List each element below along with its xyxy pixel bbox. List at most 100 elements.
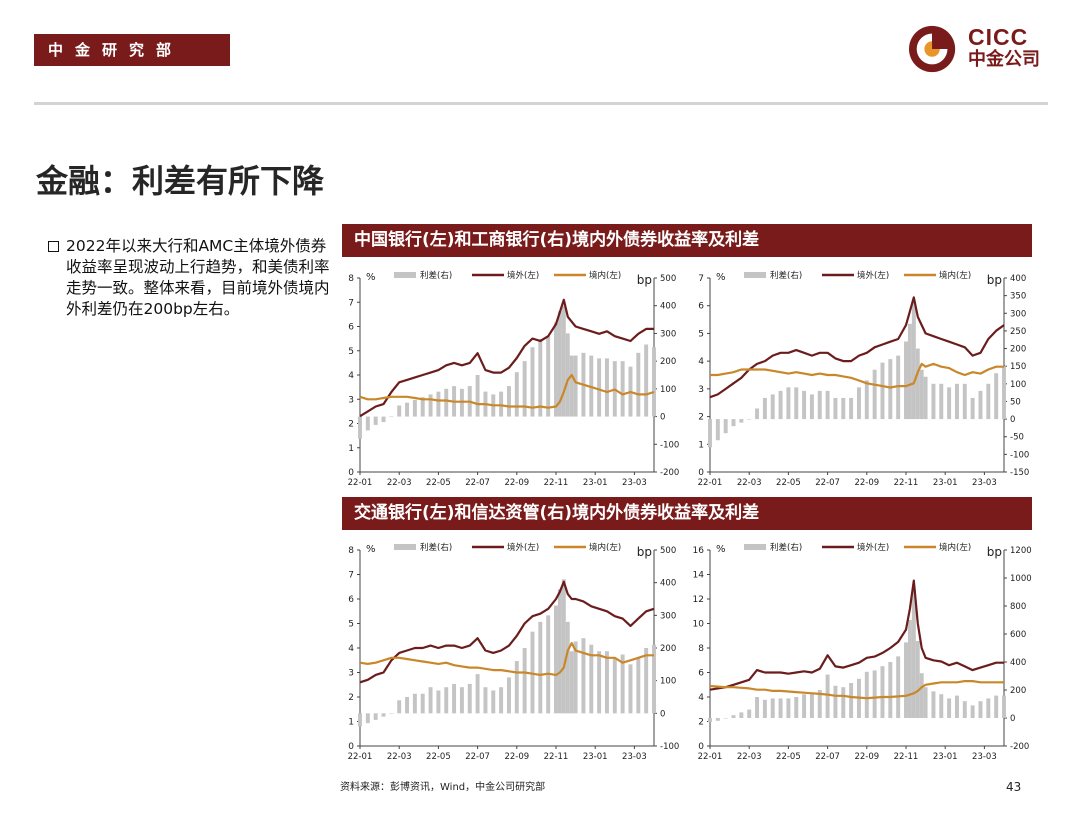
y-tick-label-right: 0 xyxy=(1010,415,1015,425)
spread-bar xyxy=(436,391,441,417)
spread-bar xyxy=(747,419,752,420)
x-tick-label: 22-03 xyxy=(737,478,762,488)
spread-bar xyxy=(565,621,570,714)
spread-bar xyxy=(636,352,641,417)
spread-bar xyxy=(962,383,967,420)
y-tick-label-right: 100 xyxy=(1010,380,1026,390)
spread-bar xyxy=(731,715,736,718)
legend-swatch-spread xyxy=(394,544,416,550)
spread-bar xyxy=(420,693,425,714)
spread-bar xyxy=(911,302,916,420)
spread-bar xyxy=(573,641,578,714)
y-tick-label-left: 4 xyxy=(698,693,704,703)
spread-bar xyxy=(888,359,893,420)
y-tick-label-left: 5 xyxy=(348,347,354,357)
bullet-square-icon xyxy=(48,241,59,252)
spread-bar xyxy=(412,399,417,417)
y-tick-label-right: -100 xyxy=(1010,450,1029,460)
y-unit-right: bp xyxy=(987,273,1002,287)
legend-label-spread: 利差(右) xyxy=(770,542,802,553)
spread-bar xyxy=(872,670,877,718)
spread-bar xyxy=(817,690,822,718)
x-tick-label: 23-01 xyxy=(933,478,958,488)
legend-label-offshore: 境外(左) xyxy=(857,542,889,553)
spread-bar xyxy=(436,690,441,714)
y-tick-label-left: 6 xyxy=(698,669,704,679)
spread-bar xyxy=(872,369,877,420)
y-tick-label-left: 1 xyxy=(698,440,704,450)
x-tick-label: 22-03 xyxy=(737,752,762,762)
x-tick-label: 22-01 xyxy=(698,752,723,762)
legend-label-spread: 利差(右) xyxy=(420,542,452,553)
source-note: 资料来源：彭博资讯，Wind，中金公司研究部 xyxy=(340,782,546,793)
spread-bar xyxy=(708,718,712,723)
spread-bar xyxy=(708,419,712,448)
spread-bar xyxy=(397,700,402,714)
y-unit-left: % xyxy=(366,544,376,555)
spread-bar xyxy=(841,687,846,718)
spread-bar xyxy=(652,347,656,417)
y-tick-label-left: 0 xyxy=(698,468,704,478)
y-tick-label-left: 0 xyxy=(698,742,704,752)
page-title: 金融：利差有所下降 xyxy=(36,162,325,200)
y-tick-label-right: 200 xyxy=(660,644,676,654)
legend-label-offshore: 境外(左) xyxy=(507,542,539,553)
spread-bar xyxy=(405,402,410,417)
legend-label-offshore: 境外(左) xyxy=(507,270,539,281)
x-tick-label: 22-07 xyxy=(815,752,840,762)
spread-bar xyxy=(412,693,417,714)
y-tick-label-right: 200 xyxy=(1010,345,1026,355)
y-tick-label-left: 2 xyxy=(348,420,354,430)
y-tick-label-left: 0 xyxy=(348,742,354,752)
spread-bar xyxy=(373,416,378,425)
y-tick-label-left: 3 xyxy=(698,385,704,395)
y-tick-label-left: 2 xyxy=(698,413,704,423)
y-unit-left: % xyxy=(366,272,376,283)
spread-bar xyxy=(755,408,760,420)
y-tick-label-right: 200 xyxy=(660,357,676,367)
legend-swatch-spread xyxy=(744,544,766,550)
x-tick-label: 22-11 xyxy=(894,752,919,762)
y-tick-label-right: 500 xyxy=(660,274,676,284)
spread-bar xyxy=(809,694,814,718)
spread-bar xyxy=(888,662,893,718)
spread-bar xyxy=(381,416,386,423)
spread-bar xyxy=(365,416,370,431)
y-tick-label-left: 6 xyxy=(348,595,354,605)
spread-bar xyxy=(620,361,625,417)
department-label: 中金研究部 xyxy=(34,34,230,66)
spread-bar xyxy=(880,666,885,718)
y-tick-label-left: 8 xyxy=(698,644,704,654)
spread-bar xyxy=(444,388,449,417)
y-tick-label-left: 6 xyxy=(698,302,704,312)
spread-bar xyxy=(389,416,394,418)
spread-bar xyxy=(644,344,649,417)
spread-bar xyxy=(809,394,814,420)
legend-swatch-spread xyxy=(744,272,766,278)
spread-bar xyxy=(452,683,457,714)
spread-bar xyxy=(589,644,594,714)
spread-bar xyxy=(919,369,924,420)
offshore-yield-line xyxy=(709,296,1005,399)
chart-boc: 0 1 2 3 4 5 6 7 8 -200 -100 0 100 200 300 400 500 22-01 22… xyxy=(348,270,680,488)
y-tick-label-left: 7 xyxy=(348,298,354,308)
spread-bar xyxy=(636,657,641,714)
x-tick-label: 22-05 xyxy=(776,752,801,762)
spread-bar xyxy=(919,673,924,718)
spread-bar xyxy=(923,687,928,718)
spread-bar xyxy=(723,718,728,719)
x-tick-label: 22-07 xyxy=(465,752,490,762)
y-tick-label-right: 0 xyxy=(660,709,665,719)
x-tick-label: 22-07 xyxy=(465,478,490,488)
x-tick-label: 22-09 xyxy=(854,478,879,488)
spread-bar xyxy=(428,394,433,417)
spread-bar xyxy=(365,713,370,724)
onshore-yield-line xyxy=(710,362,1004,389)
y-tick-label-left: 14 xyxy=(693,571,705,581)
spread-bar xyxy=(770,394,775,420)
spread-bar xyxy=(849,683,854,718)
y-unit-right: bp xyxy=(987,545,1002,559)
y-tick-label-left: 8 xyxy=(348,546,354,556)
spread-bar xyxy=(994,695,999,718)
y-tick-label-left: 1 xyxy=(348,444,354,454)
